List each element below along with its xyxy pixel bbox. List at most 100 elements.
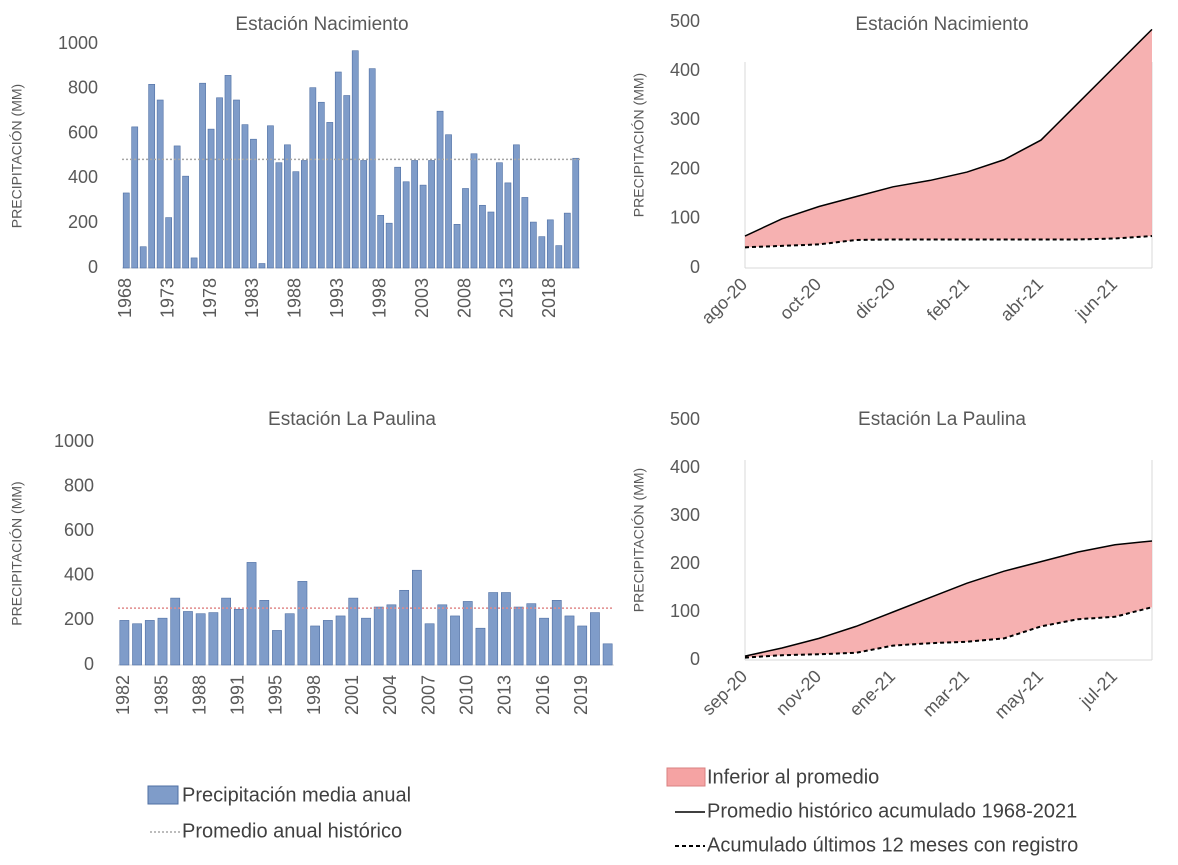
y-tick-label: 500 [670, 409, 700, 429]
bar [284, 613, 295, 666]
bar [182, 175, 189, 269]
y-tick-label: 600 [68, 122, 98, 142]
x-tick-label: abr-21 [996, 274, 1047, 325]
x-tick-label: ene-21 [845, 666, 899, 720]
legend-label: Promedio anual histórico [182, 820, 402, 842]
legend-label: Acumulado últimos 12 meses con registro [707, 834, 1078, 856]
legend-label: Inferior al promedio [707, 766, 879, 788]
bar [170, 597, 181, 666]
bar [360, 160, 368, 269]
bar [419, 184, 427, 269]
bar [132, 623, 142, 666]
chart-title: Estación Nacimiento [235, 14, 408, 35]
y-tick-label: 1000 [54, 431, 94, 451]
bar [504, 182, 512, 269]
bar [487, 211, 495, 269]
bar [394, 166, 402, 269]
bar [157, 617, 168, 666]
y-tick-label: 200 [64, 609, 94, 629]
bar [272, 630, 282, 666]
bar [428, 160, 435, 269]
bar [284, 144, 291, 269]
bar [322, 620, 333, 666]
y-axis-label: PRECIPITACIÓN (MM) [9, 84, 25, 228]
x-tick-label: 2013 [497, 278, 517, 318]
bar [139, 246, 147, 269]
x-tick-label: 2018 [539, 278, 559, 318]
x-tick-label: 1982 [113, 675, 133, 715]
bar [233, 99, 240, 269]
bar [250, 138, 257, 269]
legend-swatch [666, 767, 706, 787]
bar [148, 84, 156, 269]
x-tick-label: 2007 [418, 675, 438, 715]
bar [513, 144, 520, 269]
y-tick-label: 1000 [58, 33, 98, 53]
bar [402, 181, 410, 269]
bar [539, 617, 549, 666]
x-tick-label: 1998 [369, 278, 389, 318]
x-tick-label: sep-20 [698, 666, 751, 719]
x-tick-label: 2003 [412, 278, 432, 318]
bar [373, 606, 384, 666]
bar [368, 68, 376, 269]
bar [208, 612, 219, 666]
y-tick-label: 0 [84, 654, 94, 674]
bar [475, 627, 486, 666]
y-tick-label: 200 [68, 212, 98, 232]
bar [216, 97, 223, 269]
x-tick-label: 2013 [495, 675, 515, 715]
bar [462, 601, 473, 666]
y-axis-label: PRECIPITACIÓN (MM) [9, 481, 25, 625]
x-tick-label: 2016 [533, 675, 553, 715]
x-tick-label: 1973 [157, 278, 177, 318]
bar [326, 122, 334, 269]
y-tick-label: 200 [670, 158, 700, 178]
below-average-area [745, 29, 1152, 248]
x-tick-label: jun-21 [1071, 274, 1121, 324]
bar [488, 592, 499, 666]
x-tick-label: oct-20 [776, 274, 826, 324]
bar [555, 245, 563, 269]
legend-swatch [147, 785, 179, 805]
bar [377, 215, 385, 269]
bar [258, 263, 266, 269]
y-axis-label: PRECIPITACIÓN (MM) [631, 468, 647, 612]
bar [470, 153, 478, 269]
bar [183, 611, 193, 666]
x-tick-label: 1983 [242, 278, 262, 318]
x-tick-label: jul-21 [1075, 666, 1121, 712]
bar [513, 606, 524, 666]
bar [538, 236, 546, 269]
x-tick-label: 2019 [571, 675, 591, 715]
x-tick-label: 1978 [200, 278, 220, 318]
x-tick-label: 1991 [228, 675, 248, 715]
bar [343, 95, 351, 269]
bar [526, 603, 537, 666]
x-tick-label: 1988 [285, 278, 305, 318]
y-tick-label: 300 [670, 505, 700, 525]
bar [496, 162, 503, 269]
x-tick-label: 2008 [454, 278, 474, 318]
y-axis-label: PRECIPITACIÓN (MM) [631, 73, 647, 217]
bar [224, 75, 232, 269]
bar [207, 128, 215, 269]
chart-title: Estación La Paulina [858, 409, 1026, 430]
bar [479, 204, 486, 269]
bar [602, 643, 613, 666]
x-tick-label: 1985 [151, 675, 171, 715]
y-tick-label: 400 [68, 167, 98, 187]
x-tick-label: 1993 [327, 278, 347, 318]
y-tick-label: 300 [670, 109, 700, 129]
y-tick-label: 400 [64, 565, 94, 585]
y-tick-label: 500 [670, 11, 700, 31]
x-tick-label: 1995 [266, 675, 286, 715]
bar [334, 71, 342, 269]
bar [173, 145, 181, 269]
y-tick-label: 400 [670, 60, 700, 80]
x-tick-label: 1968 [115, 278, 135, 318]
bar [361, 617, 371, 666]
bar [122, 192, 130, 269]
y-tick-label: 100 [670, 601, 700, 621]
line-series [744, 540, 1153, 657]
